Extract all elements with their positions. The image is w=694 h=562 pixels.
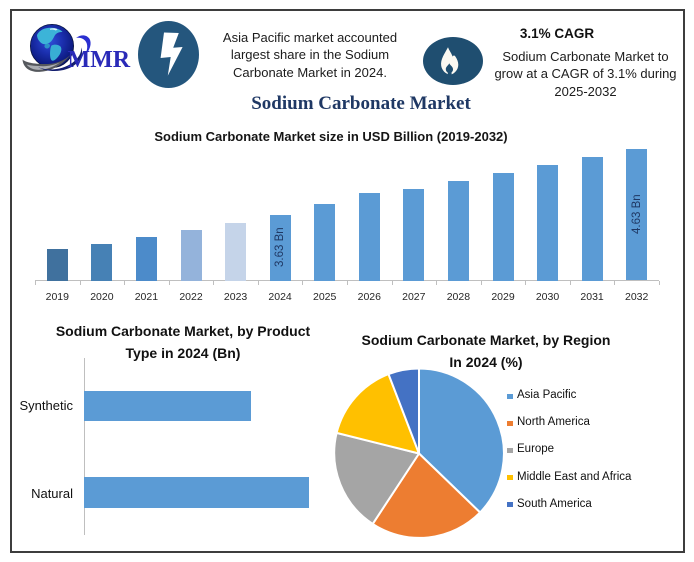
svg-text:MMR: MMR	[68, 47, 131, 73]
